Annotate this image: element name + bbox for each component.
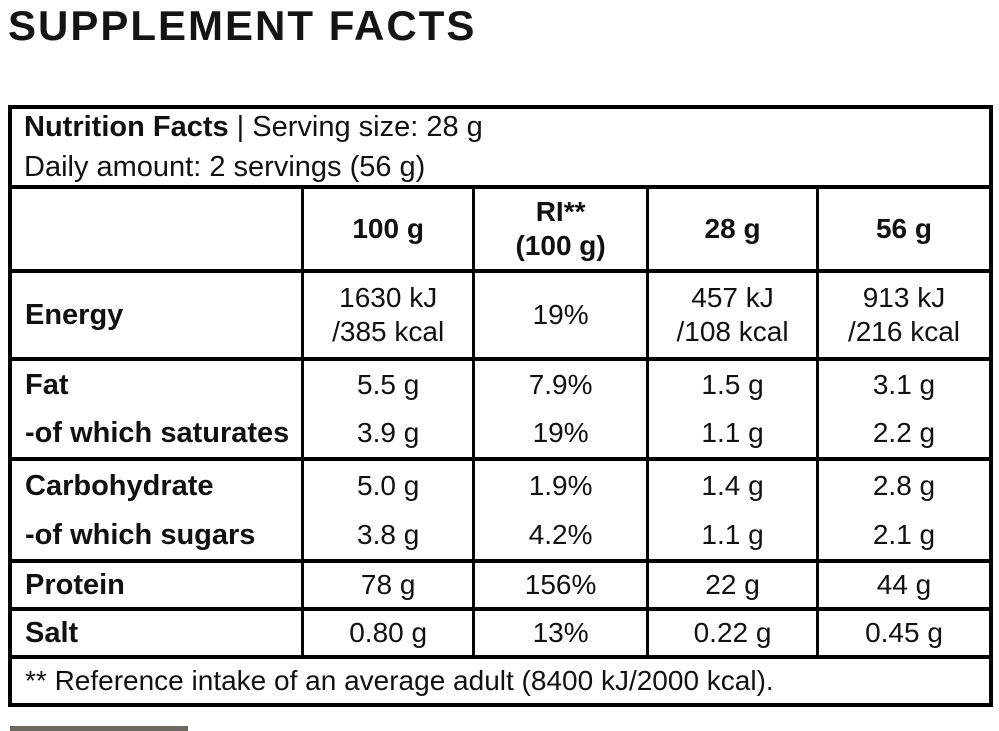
- sugars-56g-value: 2.1 g: [816, 510, 989, 559]
- row-label: -of which saturates: [25, 417, 290, 449]
- daily-amount-line: Daily amount: 2 servings (56 g): [24, 151, 426, 183]
- row-label: Energy: [25, 299, 124, 331]
- salt-28g-value: 0.22 g: [646, 611, 816, 655]
- energy-ri-value: 19%: [472, 273, 646, 357]
- value-line: /385 kcal: [332, 316, 445, 347]
- saturates-56g-value: 2.2 g: [816, 409, 989, 457]
- value-line: 1630 kJ: [339, 282, 438, 313]
- serving-info-section: Nutrition Facts | Serving size: 28 g Dai…: [12, 109, 989, 189]
- salt-100g-value: 0.80 g: [301, 611, 472, 655]
- salt-ri-value: 13%: [472, 611, 646, 655]
- table-row-protein: Protein 78 g 156% 22 g 44 g: [12, 563, 989, 607]
- sugars-28g-value: 1.1 g: [646, 510, 816, 559]
- page-title: SUPPLEMENT FACTS: [8, 2, 477, 49]
- column-header-row: 100 g RI** (100 g) 28 g 56 g: [12, 189, 989, 273]
- carbohydrate-section: Carbohydrate 5.0 g 1.9% 1.4 g 2.8 g -of …: [12, 461, 989, 563]
- protein-56g-value: 44 g: [816, 563, 989, 607]
- fat-56g-value: 3.1 g: [816, 361, 989, 409]
- carbohydrate-28g-value: 1.4 g: [646, 461, 816, 510]
- column-header-empty: [12, 189, 301, 269]
- column-header-ri-line2: (100 g): [515, 230, 606, 261]
- table-row-salt: Salt 0.80 g 13% 0.22 g 0.45 g: [12, 611, 989, 655]
- column-header-ri: RI** (100 g): [472, 189, 646, 269]
- saturates-100g-value: 3.9 g: [301, 409, 472, 457]
- footnote-text: ** Reference intake of an average adult …: [25, 665, 774, 696]
- carbohydrate-56g-value: 2.8 g: [816, 461, 989, 510]
- energy-100g-value: 1630 kJ /385 kcal: [301, 273, 472, 357]
- energy-28g-value: 457 kJ /108 kcal: [646, 273, 816, 357]
- protein-100g-value: 78 g: [301, 563, 472, 607]
- saturates-28g-value: 1.1 g: [646, 409, 816, 457]
- carbohydrate-ri-value: 1.9%: [472, 461, 646, 510]
- protein-section: Protein 78 g 156% 22 g 44 g: [12, 563, 989, 611]
- carbohydrate-100g-value: 5.0 g: [301, 461, 472, 510]
- energy-56g-value: 913 kJ /216 kcal: [816, 273, 989, 357]
- protein-ri-value: 156%: [472, 563, 646, 607]
- table-row-carbohydrate: Carbohydrate 5.0 g 1.9% 1.4 g 2.8 g: [12, 461, 989, 510]
- column-header-56g: 56 g: [816, 189, 989, 269]
- fat-ri-value: 7.9%: [472, 361, 646, 409]
- sugars-ri-value: 4.2%: [472, 510, 646, 559]
- row-label: -of which sugars: [25, 518, 256, 551]
- row-label: Fat: [25, 369, 69, 401]
- serving-size-line: Nutrition Facts | Serving size: 28 g: [24, 107, 989, 147]
- salt-section: Salt 0.80 g 13% 0.22 g 0.45 g: [12, 611, 989, 659]
- fat-28g-value: 1.5 g: [646, 361, 816, 409]
- table-row-fat: Fat 5.5 g 7.9% 1.5 g 3.1 g: [12, 361, 989, 409]
- column-header-ri-line1: RI**: [535, 196, 586, 227]
- serving-size-text: | Serving size: 28 g: [228, 111, 483, 143]
- value-line: /108 kcal: [676, 316, 789, 347]
- salt-56g-value: 0.45 g: [816, 611, 989, 655]
- next-section-partial-bar: [10, 726, 188, 731]
- saturates-ri-value: 19%: [472, 409, 646, 457]
- nutrition-facts-table: Nutrition Facts | Serving size: 28 g Dai…: [8, 105, 993, 707]
- fat-100g-value: 5.5 g: [301, 361, 472, 409]
- table-row-saturates: -of which saturates 3.9 g 19% 1.1 g 2.2 …: [12, 409, 989, 457]
- footnote: ** Reference intake of an average adult …: [12, 659, 989, 703]
- sugars-100g-value: 3.8 g: [301, 510, 472, 559]
- value-line: /216 kcal: [847, 316, 961, 347]
- energy-section: Energy 1630 kJ /385 kcal 19% 457 kJ /108…: [12, 273, 989, 361]
- column-header-28g: 28 g: [646, 189, 816, 269]
- value-line: 457 kJ: [691, 282, 774, 313]
- row-label: Protein: [25, 569, 125, 601]
- fat-section: Fat 5.5 g 7.9% 1.5 g 3.1 g -of which sat…: [12, 361, 989, 461]
- value-line: 913 kJ: [862, 282, 946, 313]
- row-label: Salt: [25, 617, 79, 649]
- protein-28g-value: 22 g: [646, 563, 816, 607]
- nutrition-facts-label: Nutrition Facts: [24, 111, 229, 143]
- table-row-sugars: -of which sugars 3.8 g 4.2% 1.1 g 2.1 g: [12, 510, 989, 559]
- column-header-100g: 100 g: [301, 189, 472, 269]
- table-row-energy: Energy 1630 kJ /385 kcal 19% 457 kJ /108…: [12, 273, 989, 357]
- row-label: Carbohydrate: [25, 469, 214, 502]
